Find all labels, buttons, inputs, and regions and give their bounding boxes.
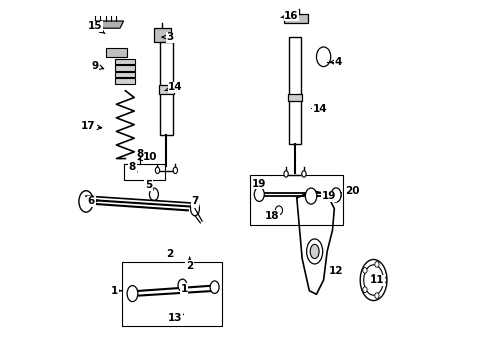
Ellipse shape [178, 279, 187, 292]
Text: 10: 10 [138, 152, 158, 162]
FancyBboxPatch shape [160, 42, 173, 135]
Ellipse shape [375, 293, 379, 298]
Text: 1: 1 [111, 286, 122, 296]
Ellipse shape [310, 244, 319, 258]
Ellipse shape [375, 261, 379, 267]
FancyBboxPatch shape [284, 14, 308, 23]
FancyBboxPatch shape [115, 72, 135, 77]
Text: 12: 12 [329, 266, 343, 276]
Ellipse shape [302, 171, 306, 177]
FancyBboxPatch shape [106, 48, 127, 57]
Text: 14: 14 [312, 104, 327, 113]
Text: 8: 8 [136, 149, 143, 158]
Ellipse shape [155, 167, 160, 174]
FancyBboxPatch shape [115, 78, 135, 84]
Ellipse shape [191, 202, 199, 216]
FancyBboxPatch shape [288, 94, 302, 102]
Ellipse shape [149, 188, 158, 201]
Text: 15: 15 [88, 21, 105, 33]
Text: 2: 2 [167, 249, 173, 258]
Ellipse shape [254, 187, 264, 202]
Ellipse shape [127, 285, 138, 302]
Text: 8: 8 [129, 162, 137, 172]
Ellipse shape [317, 47, 331, 67]
FancyBboxPatch shape [159, 85, 174, 94]
Ellipse shape [210, 281, 219, 293]
Text: 9: 9 [92, 61, 104, 71]
Ellipse shape [382, 277, 387, 283]
Text: 5: 5 [145, 180, 153, 190]
Text: 17: 17 [80, 121, 102, 131]
Ellipse shape [360, 260, 387, 301]
Ellipse shape [363, 287, 367, 293]
Ellipse shape [275, 206, 283, 215]
Text: 11: 11 [370, 275, 385, 285]
Ellipse shape [79, 191, 93, 212]
Ellipse shape [331, 188, 341, 202]
Text: 14: 14 [165, 82, 183, 92]
Text: 20: 20 [345, 186, 360, 196]
Text: 6: 6 [88, 197, 98, 206]
Text: 4: 4 [330, 57, 342, 67]
Text: 19: 19 [252, 179, 267, 189]
Text: 2: 2 [186, 257, 193, 271]
Ellipse shape [363, 267, 367, 273]
Text: 3: 3 [162, 32, 173, 42]
Ellipse shape [364, 265, 383, 295]
Text: 18: 18 [265, 211, 279, 221]
FancyBboxPatch shape [154, 28, 171, 42]
Text: 16: 16 [281, 11, 299, 21]
Text: 1: 1 [181, 284, 188, 294]
Polygon shape [92, 21, 123, 28]
Ellipse shape [307, 239, 323, 264]
FancyBboxPatch shape [115, 59, 135, 64]
Text: 7: 7 [191, 197, 198, 206]
Text: 19: 19 [322, 191, 336, 201]
Ellipse shape [284, 171, 288, 177]
Text: 13: 13 [168, 312, 183, 323]
Ellipse shape [305, 188, 317, 204]
FancyBboxPatch shape [289, 37, 301, 144]
Ellipse shape [370, 275, 377, 285]
Ellipse shape [173, 167, 177, 174]
FancyBboxPatch shape [115, 65, 135, 71]
